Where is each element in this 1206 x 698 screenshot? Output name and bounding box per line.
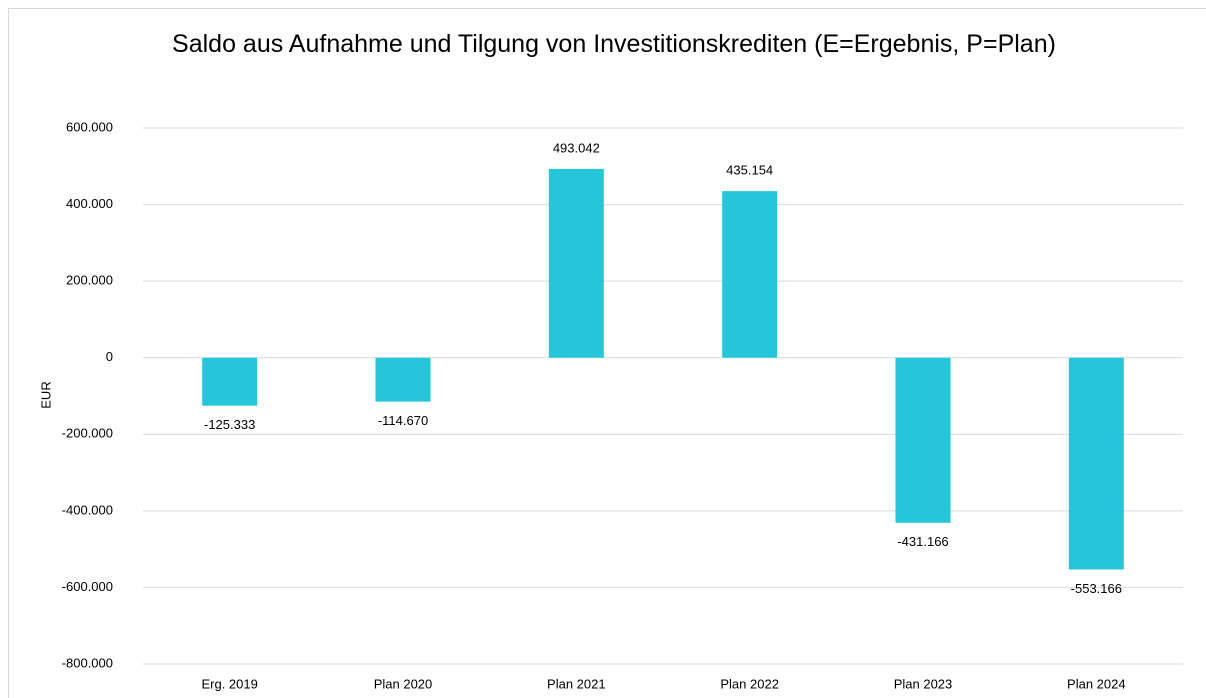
chart-title: Saldo aus Aufnahme und Tilgung von Inves… — [172, 30, 1056, 58]
y-tick-label: 400.000 — [66, 196, 113, 211]
y-tick-label: -800.000 — [62, 655, 113, 670]
bar — [202, 357, 258, 406]
x-tick-label: Plan 2020 — [374, 676, 433, 691]
bar — [375, 357, 431, 402]
y-tick-label: 0 — [106, 349, 113, 364]
data-label: 435.154 — [726, 163, 773, 178]
bar — [1068, 357, 1124, 570]
bar — [548, 168, 604, 358]
y-tick-label: 200.000 — [66, 273, 113, 288]
x-tick-label: Plan 2022 — [720, 676, 779, 691]
chart-border — [8, 8, 1206, 698]
y-tick-label: -600.000 — [62, 579, 113, 594]
data-label: 493.042 — [553, 140, 600, 155]
y-tick-label: -200.000 — [62, 426, 113, 441]
data-label: -114.670 — [378, 413, 428, 428]
bar — [895, 357, 951, 523]
data-label: -431.166 — [897, 534, 948, 549]
data-label: -553.166 — [1071, 581, 1122, 596]
y-tick-label: 600.000 — [66, 119, 113, 134]
y-tick-label: -400.000 — [62, 502, 113, 517]
x-tick-label: Plan 2024 — [1067, 676, 1126, 691]
x-tick-label: Erg. 2019 — [201, 676, 257, 691]
y-axis-label: EUR — [38, 381, 53, 408]
data-label: -125.333 — [204, 417, 255, 432]
bar — [722, 191, 778, 358]
x-tick-label: Plan 2023 — [894, 676, 953, 691]
x-tick-label: Plan 2021 — [547, 676, 606, 691]
